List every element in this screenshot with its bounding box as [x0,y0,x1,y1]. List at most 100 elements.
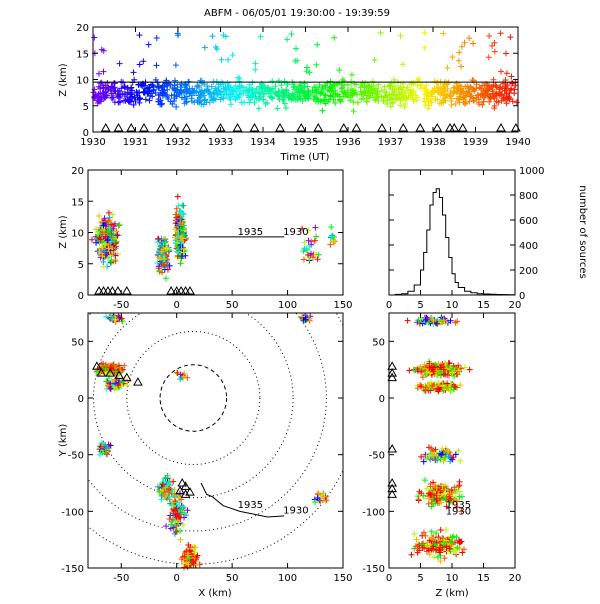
time-height-point [395,85,402,92]
time-height-point [274,105,281,112]
plan-view-point [156,488,163,495]
plan-view-point [174,510,181,517]
time-height-point [304,94,311,101]
time-height-point [454,84,461,91]
station-triangle [387,372,398,382]
x-height-point [98,218,105,225]
height-y-point [446,372,453,379]
time-height-point [485,54,492,61]
time-height-point [509,80,516,87]
x-height-point [158,248,165,255]
height-y-point [433,495,440,502]
time-height-point [198,89,205,96]
height-y-point [428,534,435,541]
time-height-point [387,83,394,90]
x-height-point [102,241,109,248]
plan-view-point [103,313,110,320]
time-height-point [158,101,165,108]
x-height-point [108,221,115,228]
time-height-point [399,61,406,68]
height-y-point [408,551,415,558]
height-y-point [426,452,433,459]
time-height-point [96,70,103,77]
time-height-point [149,82,156,89]
plan-view-points [93,312,330,571]
time-height-point [291,83,298,90]
time-height-point [193,88,200,95]
y-tick-label: 0 [83,128,89,139]
x-tick-label: -50 [113,573,129,584]
time-height-point [500,95,507,102]
x-tick-label: 20 [509,300,522,311]
time-height-point [212,85,219,92]
plan-view-point [177,490,184,497]
time-height-point [130,101,137,108]
time-height-point [452,100,459,107]
height-y-point [457,382,464,389]
range-ring-group [88,313,343,565]
x-tick-label: 15 [477,300,490,311]
x-height-ylabel: Z (km) [58,215,69,248]
height-y-point [422,316,429,323]
x-height-point [315,251,322,258]
time-height-point [477,85,484,92]
time-height-point [305,95,312,102]
time-height-point [320,97,327,104]
time-height-point [435,88,442,95]
time-height-point [104,79,111,86]
plan-view-point [97,443,104,450]
plan-view-point [103,378,110,385]
time-height-point [313,88,320,95]
time-height-point [330,81,337,88]
time-height-point [92,91,99,98]
height-y-point [415,496,422,503]
time-height-point [281,78,288,85]
time-height-point [425,102,432,109]
time-height-point [421,44,428,51]
station-triangle [398,122,409,132]
time-height-point [482,86,489,93]
time-height-point [337,97,344,104]
time-height-point [403,87,410,94]
height-y-point [453,504,460,511]
plan-view-point [161,489,168,496]
height-y-point [422,532,429,539]
height-y-point [440,366,447,373]
height-y-point [428,379,435,386]
height-y-point [452,383,459,390]
time-height-point [491,39,498,46]
plan-view-point [306,315,313,322]
height-y-point [430,543,437,550]
plan-view-point [184,374,191,381]
x-height-point [104,218,111,225]
height-y-point [451,368,458,375]
time-height-point [486,32,493,39]
time-height-point [281,90,288,97]
range-rings [88,313,343,565]
x-height-point [113,240,120,247]
time-height-point [399,88,406,95]
x-height-point [93,226,100,233]
height-y-point [413,536,420,543]
station-triangle [177,477,188,487]
time-height-point [485,90,492,97]
height-y-point [426,364,433,371]
plan-view-track [200,482,285,518]
time-height-point [220,32,227,39]
time-height-point [319,84,326,91]
time-height-point [497,30,504,37]
height-y-point [437,364,444,371]
height-y-point [416,488,423,495]
height-y-points [404,314,473,565]
time-height-point [252,88,259,95]
time-height-point [511,90,518,97]
x-height-point [178,253,185,260]
time-height-point [116,60,123,67]
plan-view-point [100,360,107,367]
time-height-point [436,100,443,107]
time-height-point [503,100,510,107]
time-height-point [173,103,180,110]
y-tick-label: 0 [519,291,525,302]
